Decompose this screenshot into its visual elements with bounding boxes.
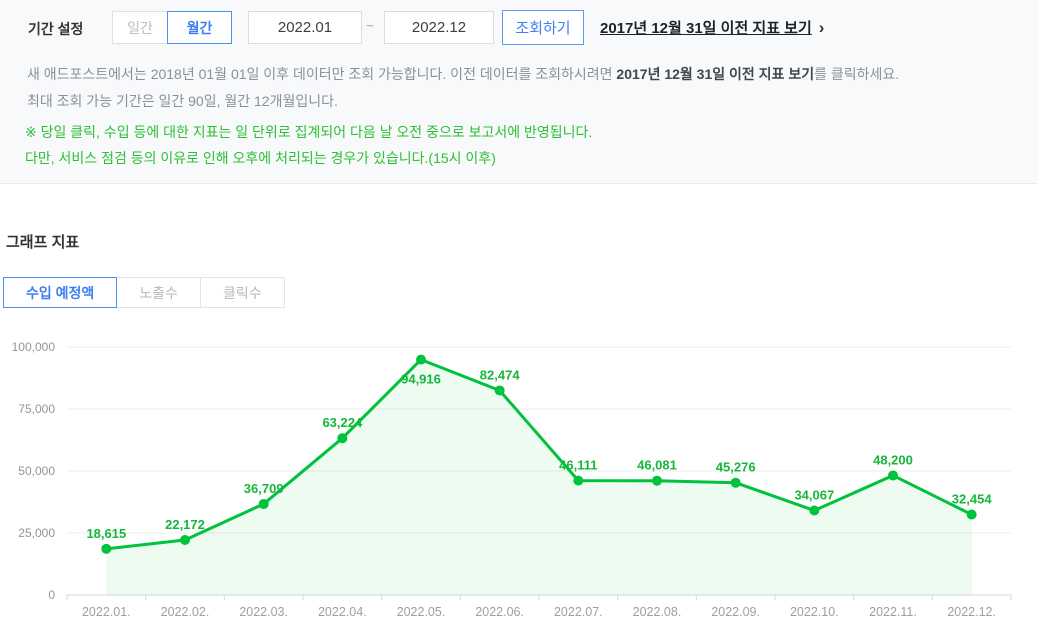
warning-line-2: 다만, 서비스 점검 등의 이유로 인해 오후에 처리되는 경우가 있습니다.(… (25, 150, 496, 166)
data-value-label: 46,111 (559, 458, 597, 473)
data-value-label: 94,916 (401, 372, 441, 387)
series-line (104, 358, 974, 551)
data-value-label: 46,081 (637, 458, 677, 473)
x-axis-tick-label: 2022.09. (711, 605, 760, 619)
chevron-right-icon: › (818, 18, 825, 37)
chart-area: 0 25,000 50,000 75,000 100,000 2022.01. 2022.0… (0, 330, 1038, 621)
area-fill (106, 359, 972, 595)
x-axis-tick-label: 2022.05. (397, 605, 446, 619)
notice-line-1-prefix: 새 애드포스트에서는 2018년 01월 01일 이후 데이터만 조회 가능합니… (27, 66, 617, 82)
data-point[interactable] (966, 509, 977, 520)
data-point[interactable] (337, 433, 348, 444)
tab-expected-income[interactable]: 수입 예정액 (3, 277, 118, 308)
y-axis-tick-label: 75,000 (18, 402, 55, 416)
tab-clicks[interactable]: 클릭수 (199, 277, 285, 308)
x-axis-tick-label: 2022.06. (475, 605, 524, 619)
y-axis-tick-label: 25,000 (18, 526, 55, 540)
x-axis-tick-label: 2022.12. (947, 605, 996, 619)
end-date-input[interactable] (384, 11, 494, 44)
data-value-label: 34,067 (794, 488, 834, 503)
data-value-label: 22,172 (165, 517, 205, 532)
notice-line-1-suffix: 를 클릭하세요. (814, 66, 900, 82)
data-point[interactable] (809, 505, 820, 516)
monthly-button[interactable]: 월간 (167, 11, 232, 44)
data-value-label: 82,474 (480, 367, 521, 382)
tab-impressions[interactable]: 노출수 (116, 277, 201, 308)
data-value-label: 63,224 (322, 415, 363, 430)
chart-metric-tabs: 수입 예정액 노출수 클릭수 (3, 277, 285, 308)
data-point[interactable] (494, 385, 505, 396)
data-point[interactable] (101, 543, 112, 554)
data-value-label: 48,200 (873, 452, 913, 467)
y-axis-tick-label: 0 (48, 588, 55, 602)
x-axis-tick-label: 2022.07. (554, 605, 603, 619)
notice-line-2: 최대 조회 가능 기간은 일간 90일, 월간 12개월입니다. (27, 93, 338, 109)
y-axis-tick-label: 50,000 (18, 464, 55, 478)
data-point[interactable] (416, 354, 426, 365)
data-value-label: 45,276 (716, 460, 756, 475)
data-value-label: 18,615 (86, 526, 126, 541)
period-settings-panel: 기간 설정 일간 월간 ~ 조회하기 2017년 12월 31일 이전 지표 보… (0, 0, 1038, 184)
data-value-label: 32,454 (952, 492, 993, 507)
notice-line-1-bold: 2017년 12월 31일 이전 지표 보기 (616, 66, 815, 82)
period-type-toggle: 일간 월간 (112, 11, 232, 44)
data-value-label: 36,709 (244, 481, 284, 496)
data-point[interactable] (888, 470, 898, 481)
daily-button[interactable]: 일간 (112, 11, 168, 44)
x-axis-tick-label: 2022.04. (318, 605, 367, 619)
data-point[interactable] (652, 475, 662, 486)
search-button[interactable]: 조회하기 (502, 10, 584, 45)
start-date-input[interactable] (248, 11, 362, 44)
x-axis-tick-label: 2022.02. (161, 605, 210, 619)
x-axis-tick-label: 2022.10. (790, 605, 839, 619)
income-chart: 0 25,000 50,000 75,000 100,000 2022.01. 2022.0… (12, 340, 1012, 619)
period-settings-label: 기간 설정 (28, 21, 84, 37)
warning-line-1: ※ 당일 클릭, 수입 등에 대한 지표는 일 단위로 집계되어 다음 날 오전… (25, 124, 593, 140)
data-point[interactable] (258, 498, 269, 509)
x-axis-tick-label: 2022.01. (82, 605, 131, 619)
data-point[interactable] (573, 475, 584, 486)
x-axis-tick-label: 2022.03. (239, 605, 288, 619)
notice-line-1: 새 애드포스트에서는 2018년 01월 01일 이후 데이터만 조회 가능합니… (27, 65, 899, 83)
date-range-tilde: ~ (366, 18, 374, 33)
data-point[interactable] (730, 477, 741, 488)
x-axis-tick-label: 2022.08. (633, 605, 682, 619)
graph-section-title: 그래프 지표 (6, 234, 80, 251)
y-axis-tick-label: 100,000 (12, 340, 56, 354)
legacy-metrics-link[interactable]: 2017년 12월 31일 이전 지표 보기 › (600, 17, 824, 38)
data-point[interactable] (180, 535, 190, 546)
legacy-link-label: 2017년 12월 31일 이전 지표 보기 (600, 20, 812, 37)
x-axis-tick-label: 2022.11. (869, 605, 917, 619)
